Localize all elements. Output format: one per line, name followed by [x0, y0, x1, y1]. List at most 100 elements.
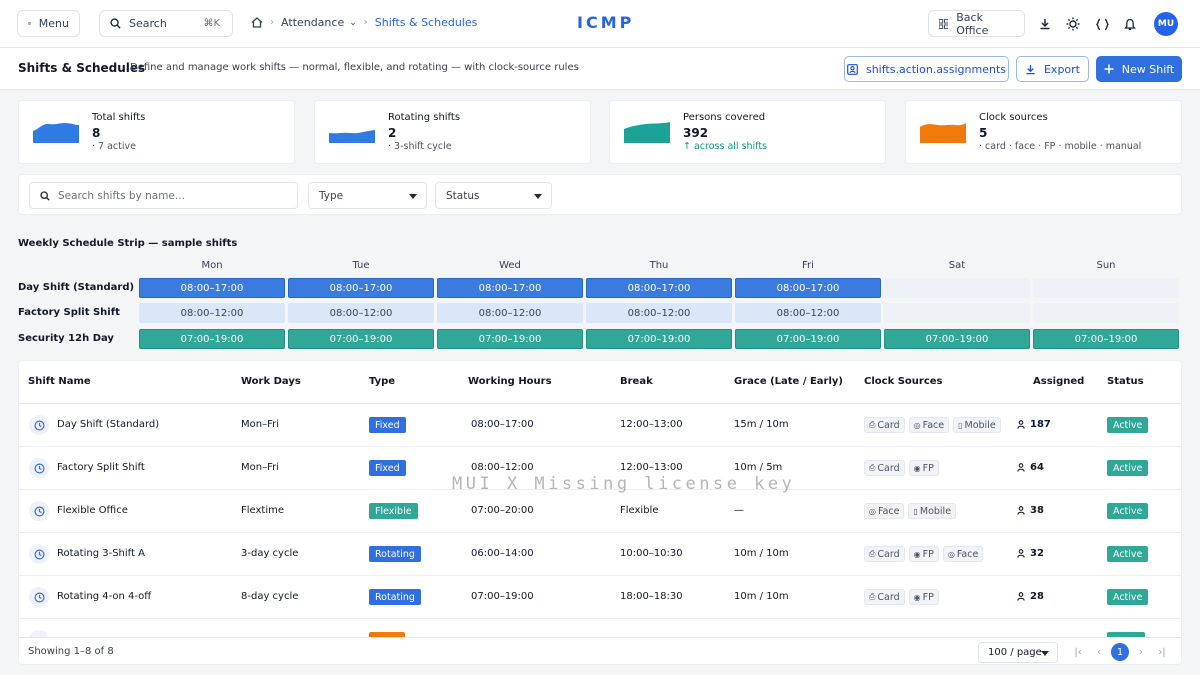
menu-button[interactable]: Menu [17, 10, 80, 37]
column-header[interactable]: Shift Name [28, 376, 91, 387]
schedule-cell[interactable]: 08:00–12:00 [586, 303, 732, 323]
column-header[interactable]: Grace (Late / Early) [734, 376, 843, 387]
shift-name[interactable]: Day Shift (Standard) [57, 419, 160, 430]
shift-search-input[interactable] [58, 189, 278, 202]
table-row[interactable]: Factory Split Shift Mon–Fri Fixed 08:00–12:… [19, 447, 1181, 490]
clock-source-chip: ◉ FP [908, 460, 939, 476]
shift-name[interactable]: Factory Split Shift [57, 462, 145, 473]
assigned-count: 38 [1017, 505, 1044, 516]
chevron-down-icon[interactable]: ⌄ [349, 17, 357, 28]
card-icon: ⎙ [869, 463, 876, 472]
clock-source-chip: ⎙ Card [864, 589, 905, 605]
day-header: Fri [802, 260, 814, 271]
schedule-cell-empty[interactable] [1033, 278, 1179, 298]
schedule-cell[interactable]: 08:00–17:00 [288, 278, 434, 298]
schedule-cell[interactable]: 07:00–19:00 [1033, 329, 1179, 349]
assigned-count: 28 [1017, 591, 1044, 602]
shift-name[interactable]: Rotating 3-Shift A [57, 548, 145, 559]
schedule-cell[interactable]: 08:00–17:00 [139, 278, 285, 298]
search-icon [40, 190, 50, 201]
schedule-cell-empty[interactable] [884, 278, 1030, 298]
caret-down-icon [1041, 651, 1049, 656]
prev-page-icon[interactable]: ‹ [1097, 646, 1101, 658]
card-icon: ⎙ [869, 592, 876, 601]
first-page-icon[interactable]: |‹ [1074, 646, 1082, 658]
column-header[interactable]: Status [1107, 376, 1144, 387]
break-time: 18:00–18:30 [620, 591, 683, 602]
schedule-cell[interactable]: 07:00–19:00 [139, 329, 285, 349]
shift-name[interactable]: Rotating 4-on 4-off [57, 591, 152, 602]
column-header[interactable]: Assigned [1033, 376, 1085, 387]
next-page-icon[interactable]: › [1139, 646, 1143, 658]
breadcrumb-attendance[interactable]: Attendance [281, 16, 345, 29]
schedule-cell[interactable]: 07:00–19:00 [884, 329, 1030, 349]
per-page-select[interactable]: 100 / page [978, 642, 1058, 663]
page-button-current[interactable]: 1 [1111, 643, 1129, 661]
person-icon [1017, 463, 1025, 472]
status-filter-select[interactable]: Status [435, 182, 552, 209]
filter-bar: Type Status [18, 174, 1182, 215]
global-search-button[interactable]: Search ⌘K [99, 10, 233, 37]
schedule-cell[interactable]: 08:00–12:00 [139, 303, 285, 323]
breadcrumb-current: Shifts & Schedules [374, 16, 478, 29]
download-icon[interactable] [1036, 15, 1054, 33]
table-row[interactable]: Day Shift (Standard) Mon–Fri Fixed 08:00–17… [19, 404, 1181, 447]
chevron-right-icon: › [363, 17, 368, 28]
grace-period: 10m / 10m [734, 548, 789, 559]
schedule-cell[interactable]: 07:00–19:00 [735, 329, 881, 349]
brand-logo: ICMP [577, 13, 635, 32]
schedule-cell[interactable]: 08:00–17:00 [735, 278, 881, 298]
schedule-cell[interactable]: 08:00–12:00 [735, 303, 881, 323]
schedule-cell[interactable]: 08:00–12:00 [288, 303, 434, 323]
sparkline-chart [920, 123, 966, 143]
clock-source-label: Card [877, 419, 900, 431]
new-shift-button[interactable]: New Shift [1096, 56, 1182, 82]
schedule-cell[interactable]: 08:00–17:00 [437, 278, 583, 298]
schedule-cell-empty[interactable] [884, 303, 1030, 323]
type-badge: Flexible [369, 503, 418, 519]
clock-source-label: FP [922, 548, 934, 560]
download-icon [1026, 64, 1035, 74]
schedule-cell-empty[interactable] [1033, 303, 1179, 323]
last-page-icon[interactable]: ›| [1158, 646, 1166, 658]
theme-sun-icon[interactable] [1064, 15, 1082, 33]
clock-source-label: Card [877, 591, 900, 603]
schedule-cell[interactable]: 08:00–17:00 [586, 278, 732, 298]
working-hours: 06:00–14:00 [471, 548, 534, 559]
assignments-button[interactable]: shifts.action.assignments [844, 56, 1009, 82]
column-header[interactable]: Work Days [241, 376, 301, 387]
status-badge: Active [1107, 417, 1149, 433]
type-filter-select[interactable]: Type [308, 182, 427, 209]
schedule-cell[interactable]: 07:00–19:00 [288, 329, 434, 349]
weekly-strip-title: Weekly Schedule Strip — sample shifts [18, 238, 238, 249]
type-badge: Rotating [369, 589, 421, 605]
day-header: Mon [201, 260, 223, 271]
clock-sources: ⎙ Card ◎ Face ▯ Mobile [864, 417, 1001, 433]
export-button[interactable]: Export [1016, 56, 1089, 82]
table-row[interactable]: Rotating 3-Shift A 3-day cycle Rotating 06:… [19, 533, 1181, 576]
per-page-label: 100 / page [988, 647, 1042, 658]
home-icon[interactable] [251, 17, 263, 28]
assigned-value: 38 [1030, 505, 1044, 516]
table-row[interactable]: Rotating 4-on 4-off 8-day cycle Rotating 07… [19, 576, 1181, 619]
schedule-cell[interactable]: 07:00–19:00 [586, 329, 732, 349]
back-office-button[interactable]: Back Office [928, 10, 1025, 37]
table-row[interactable]: Flexible Office Flextime Flexible 07:00–20:… [19, 490, 1181, 533]
code-braces-icon[interactable] [1093, 15, 1111, 33]
column-header[interactable]: Type [369, 376, 396, 387]
fp-icon: ◉ [913, 463, 921, 473]
clock-source-label: Mobile [919, 505, 952, 517]
column-header[interactable]: Clock Sources [864, 376, 943, 387]
bell-icon[interactable] [1121, 15, 1139, 33]
grace-period: — [734, 505, 744, 516]
schedule-cell[interactable]: 07:00–19:00 [437, 329, 583, 349]
schedule-cell[interactable]: 08:00–12:00 [437, 303, 583, 323]
assigned-value: 64 [1030, 462, 1044, 473]
face-icon: ◎ [869, 506, 876, 516]
grace-period: 10m / 10m [734, 591, 789, 602]
column-header[interactable]: Break [620, 376, 653, 387]
shift-search-field[interactable] [29, 182, 298, 209]
column-header[interactable]: Working Hours [468, 376, 552, 387]
shift-name[interactable]: Flexible Office [57, 505, 128, 516]
user-avatar[interactable]: MU [1154, 12, 1178, 36]
